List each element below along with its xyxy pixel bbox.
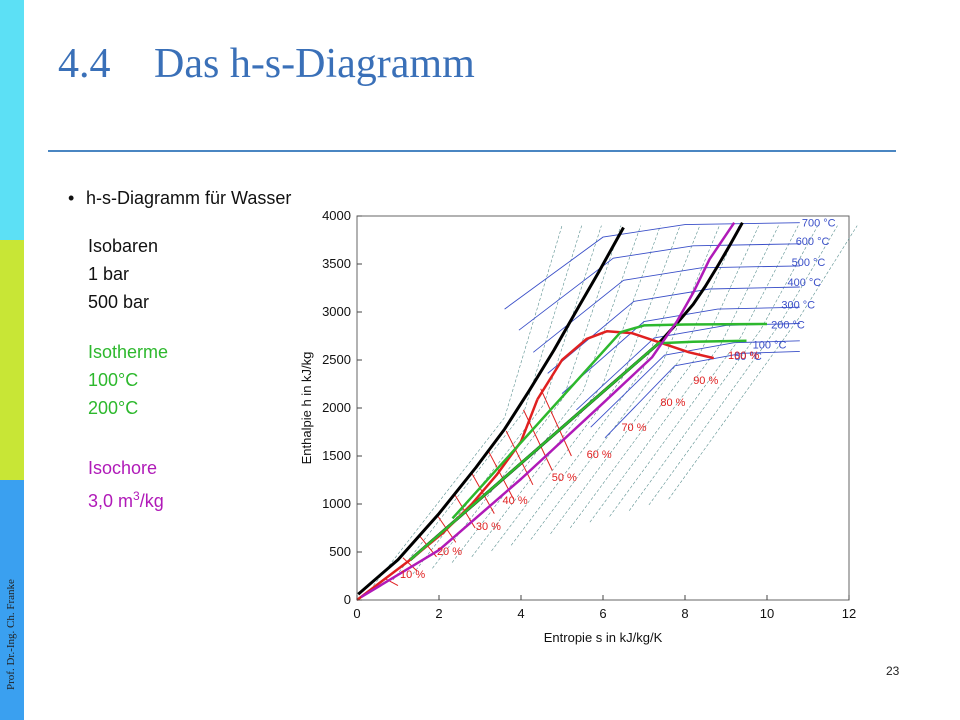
legend-isobaren-line2: 500 bar bbox=[88, 292, 150, 312]
sidebar-stripe-cyan bbox=[0, 0, 24, 240]
quality-label: 20 % bbox=[437, 546, 462, 558]
quality-line bbox=[488, 451, 515, 500]
y-tick-label: 1500 bbox=[322, 448, 351, 463]
isochore-line bbox=[432, 225, 622, 569]
title-divider bbox=[48, 150, 896, 152]
quality-label: 50 % bbox=[552, 472, 577, 484]
quality-line bbox=[402, 557, 418, 572]
isochore-line bbox=[392, 225, 582, 580]
isochore-line bbox=[373, 225, 563, 586]
isotherm-label: 500 °C bbox=[792, 257, 826, 269]
y-tick-label: 3000 bbox=[322, 304, 351, 319]
legend-isobaren: Isobaren 1 bar 500 bar bbox=[88, 232, 158, 316]
isobar-500-line bbox=[357, 226, 625, 596]
y-tick-label: 0 bbox=[344, 592, 351, 607]
series-lines bbox=[356, 221, 768, 601]
quality-label: 10 % bbox=[400, 569, 425, 581]
legend-isobaren-line1: 1 bar bbox=[88, 264, 130, 284]
quality-label: 40 % bbox=[503, 495, 528, 507]
x-tick-label: 8 bbox=[681, 606, 688, 621]
isotherm-label: 600 °C bbox=[796, 236, 830, 248]
axis-ticks: 0 2 4 6 8 10 12 0 500 1000 1500 2000 2500 3000 3500 400… bbox=[322, 208, 856, 621]
bullet-text: h-s-Diagramm für Wasser bbox=[86, 188, 292, 208]
x-axis-label: Entropie s in kJ/kg/K bbox=[544, 630, 663, 645]
isotherm-line bbox=[533, 265, 800, 353]
y-axis-label: Enthalpie h in kJ/kg bbox=[299, 352, 314, 465]
legend-isotherme-line1: 100°C bbox=[88, 370, 139, 390]
y-tick-label: 2500 bbox=[322, 352, 351, 367]
isotherm-labels: 700 °C 600 °C 500 °C 400 °C 300 °C 200 °C 100 … bbox=[734, 218, 835, 363]
title-number: 4.4 bbox=[58, 41, 111, 87]
isotherm-label: 700 °C bbox=[802, 218, 836, 230]
page-number: 23 bbox=[886, 664, 900, 678]
x-tick-label: 10 bbox=[760, 606, 774, 621]
y-tick-label: 1000 bbox=[322, 496, 351, 511]
isochore-line bbox=[550, 225, 740, 534]
y-tick-label: 2000 bbox=[322, 400, 351, 415]
isotherm-label: 100 °C bbox=[753, 340, 787, 352]
x-tick-label: 6 bbox=[599, 606, 606, 621]
legend-isochore-unit: /kg bbox=[139, 491, 164, 511]
quality-label: 100 % bbox=[728, 350, 759, 362]
sidebar-stripe-lime bbox=[0, 240, 24, 480]
quality-label: 30 % bbox=[476, 521, 501, 533]
isotherm-line bbox=[590, 340, 800, 428]
isochore-line bbox=[491, 225, 681, 552]
title-text: Das h-s-Diagramm bbox=[154, 41, 475, 87]
legend-isotherme-line2: 200°C bbox=[88, 398, 139, 418]
bullet-dot-icon: • bbox=[68, 188, 75, 208]
isochore-line bbox=[510, 225, 701, 546]
slide-title: 4.4 Das h-s-Diagramm bbox=[58, 40, 475, 88]
quality-label: 70 % bbox=[621, 422, 646, 434]
legend-isobaren-heading: Isobaren bbox=[88, 236, 159, 256]
hs-diagram-chart: 0 2 4 6 8 10 12 0 500 1000 1500 2000 2500 3000 3500 400… bbox=[299, 208, 858, 645]
isotherm-200-line bbox=[451, 322, 768, 520]
isotherm-line bbox=[518, 243, 800, 331]
legend-isochore-line: 3,0 m3/kg bbox=[88, 482, 164, 515]
y-tick-label: 500 bbox=[329, 544, 351, 559]
isotherm-label: 50 °C bbox=[734, 351, 762, 363]
isochore-line bbox=[451, 225, 641, 563]
bullet-item: • h-s-Diagramm für Wasser bbox=[68, 188, 291, 209]
isochore-3-line bbox=[360, 222, 736, 599]
y-tick-label: 3500 bbox=[322, 256, 351, 271]
quality-labels: 10 % 20 % 30 % 40 % 50 % 60 % 70 % 80 % 90 % 100 … bbox=[400, 350, 759, 581]
legend-isochore: Isochore 3,0 m3/kg bbox=[88, 454, 164, 515]
isochore-line bbox=[589, 225, 779, 523]
isochore-line bbox=[609, 225, 799, 517]
isochore-line bbox=[628, 225, 819, 511]
sidebar-decoration bbox=[0, 0, 24, 720]
isochore-line bbox=[471, 225, 661, 557]
isotherm-100-line bbox=[409, 339, 747, 561]
legend-isotherme-heading: Isotherme bbox=[88, 342, 169, 362]
isotherm-label: 200 °C bbox=[771, 319, 805, 331]
author-credit: Prof. Dr.-Ing. Ch. Franke bbox=[5, 579, 17, 690]
sidebar-stripe-blue bbox=[0, 480, 24, 720]
legend-isotherme: Isotherme 100°C 200°C bbox=[88, 338, 168, 422]
quality-line bbox=[505, 430, 534, 486]
legend-isochore-value: 3,0 m bbox=[88, 491, 134, 511]
quality-label: 80 % bbox=[660, 397, 685, 409]
quality-label: 90 % bbox=[693, 375, 718, 387]
legend-isochore-heading: Isochore bbox=[88, 458, 158, 478]
quality-label: 60 % bbox=[587, 449, 612, 461]
isotherm-line bbox=[604, 350, 800, 439]
isotherm-label: 300 °C bbox=[781, 299, 815, 311]
x-tick-label: 12 bbox=[842, 606, 856, 621]
isobar-1-line bbox=[409, 221, 744, 561]
y-tick-label: 4000 bbox=[322, 208, 351, 223]
isotherm-label: 400 °C bbox=[788, 277, 822, 289]
x-tick-label: 2 bbox=[435, 606, 442, 621]
x-tick-label: 0 bbox=[353, 606, 360, 621]
isochore-line bbox=[668, 225, 858, 500]
quality-line bbox=[540, 388, 572, 457]
x-tick-label: 4 bbox=[517, 606, 524, 621]
legend-isochore-sup: 3 bbox=[133, 489, 140, 503]
